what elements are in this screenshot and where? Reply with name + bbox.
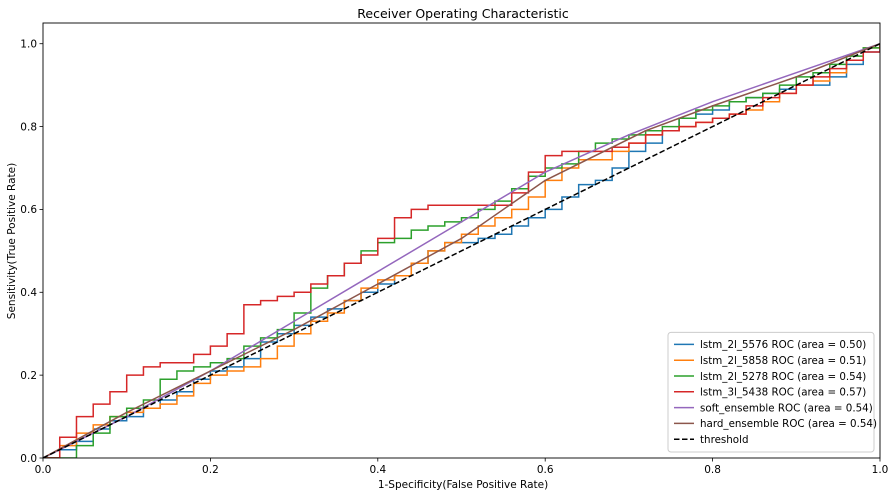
y-tick-label: 0.4 (20, 287, 37, 299)
x-axis-label: 1-Specificity(False Positive Rate) (378, 479, 548, 491)
legend-label: lstm_3l_5438 ROC (area = 0.57) (700, 387, 866, 399)
x-tick-label: 1.0 (872, 464, 889, 476)
legend-label: soft_ensemble ROC (area = 0.54) (700, 402, 873, 414)
x-tick-label: 0.4 (369, 464, 386, 476)
series-line-6 (43, 43, 880, 458)
x-axis-ticks: 0.0 0.2 0.4 0.6 0.8 1.0 (35, 458, 889, 476)
legend-label: lstm_2l_5278 ROC (area = 0.54) (700, 371, 866, 383)
y-tick-label: 0.6 (20, 204, 37, 216)
chart-title: Receiver Operating Characteristic (357, 6, 569, 21)
legend-label: hard_ensemble ROC (area = 0.54) (700, 418, 877, 430)
y-tick-label: 0.2 (20, 370, 37, 382)
y-tick-label: 1.0 (20, 39, 37, 51)
plot-frame (42, 22, 881, 459)
y-axis-ticks: 0.0 0.2 0.4 0.6 0.8 1.0 (20, 39, 43, 465)
legend-label: lstm_2l_5858 ROC (area = 0.51) (700, 355, 866, 367)
y-tick-label: 0.0 (20, 453, 37, 465)
x-tick-label: 0.2 (202, 464, 219, 476)
plot-series (43, 43, 880, 458)
x-tick-label: 0.8 (704, 464, 721, 476)
legend-box (667, 331, 875, 453)
x-tick-label: 0.0 (35, 464, 52, 476)
legend-label: lstm_2l_5576 ROC (area = 0.50) (700, 339, 866, 351)
legend-label: threshold (700, 434, 749, 446)
y-tick-label: 0.8 (20, 121, 37, 133)
series-line-5 (43, 43, 880, 458)
x-tick-label: 0.6 (537, 464, 554, 476)
legend: lstm_2l_5576 ROC (area = 0.50) lstm_2l_58… (667, 331, 877, 453)
y-axis-label: Sensitivity(True Positive Rate) (6, 163, 18, 319)
series-line-4 (43, 43, 880, 458)
